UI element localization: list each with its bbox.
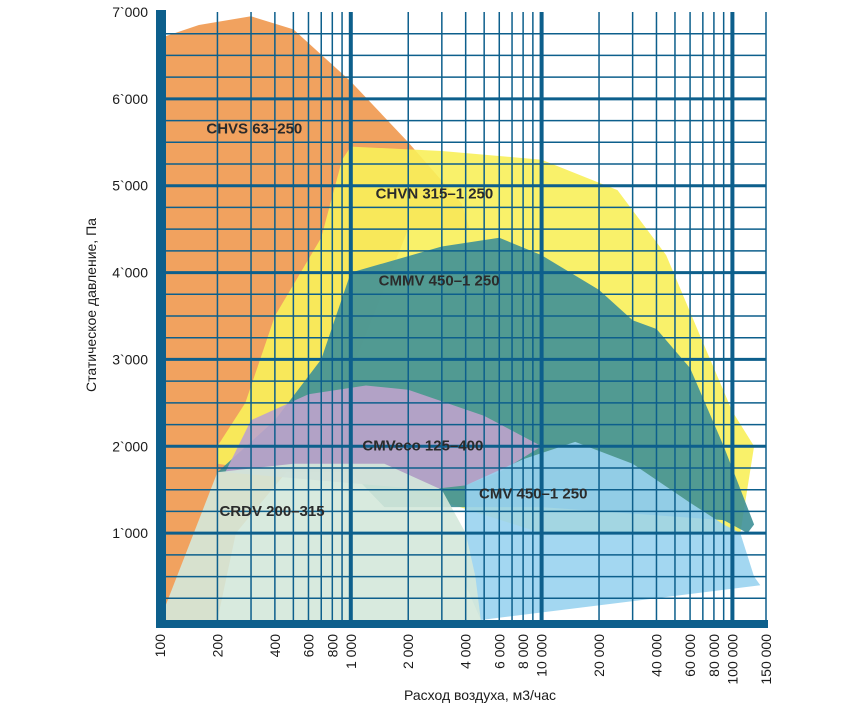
x-tick-label: 10 000 xyxy=(534,634,550,677)
y-tick-labels: 1`000 2`000 3`000 4`000 5`000 6`000 7`000 xyxy=(112,4,148,541)
series-label-4: CMV 450–1 250 xyxy=(479,485,587,502)
x-tick-label: 600 xyxy=(301,634,317,658)
chart-grid xyxy=(160,12,767,620)
chart-areas xyxy=(160,16,761,621)
x-tick-label: 60 000 xyxy=(682,634,698,677)
x-tick-label: 6 000 xyxy=(491,634,507,669)
y-axis-line xyxy=(156,10,166,626)
x-tick-label: 20 000 xyxy=(591,634,607,677)
x-tick-label: 150 000 xyxy=(758,634,774,685)
x-axis-line xyxy=(156,620,768,628)
x-tick-label: 1 000 xyxy=(343,634,359,669)
y-tick-label: 7`000 xyxy=(112,4,148,20)
series-labels: CHVS 63–250 CHVN 315–1 250 CMMV 450–1 250 C… xyxy=(206,121,587,520)
x-tick-label: 100 000 xyxy=(724,634,740,685)
y-tick-label: 4`000 xyxy=(112,265,148,281)
series-area-3 xyxy=(225,385,542,490)
x-tick-label: 200 xyxy=(209,634,225,658)
series-area-5 xyxy=(160,463,481,620)
series-area-4 xyxy=(465,441,761,620)
series-label-0: CHVS 63–250 xyxy=(206,121,302,138)
series-label-3: CMVeco 125–400 xyxy=(362,438,483,455)
x-tick-label: 800 xyxy=(324,634,340,658)
series-label-5: CRDV 200–315 xyxy=(219,503,324,520)
x-tick-label: 4 000 xyxy=(458,634,474,669)
x-tick-label: 40 000 xyxy=(649,634,665,677)
y-tick-label: 5`000 xyxy=(112,178,148,194)
series-label-2: CMMV 450–1 250 xyxy=(379,273,500,290)
x-tick-label: 400 xyxy=(267,634,283,658)
y-tick-label: 3`000 xyxy=(112,351,148,367)
x-tick-label: 8 000 xyxy=(515,634,531,669)
x-tick-label: 80 000 xyxy=(706,634,722,677)
series-label-1: CHVN 315–1 250 xyxy=(376,186,494,203)
x-tick-label: 100 xyxy=(152,634,168,658)
chart-axes xyxy=(156,10,768,628)
y-tick-label: 2`000 xyxy=(112,438,148,454)
x-tick-label: 2 000 xyxy=(400,634,416,669)
y-axis-title: Статическое давление, Па xyxy=(83,218,99,392)
x-tick-labels: 100 200 400 600 800 1 000 2 000 4 000 6 000 8 000… xyxy=(152,634,774,685)
y-tick-label: 1`000 xyxy=(112,525,148,541)
y-tick-label: 6`000 xyxy=(112,91,148,107)
x-axis-title: Расход воздуха, м3/час xyxy=(404,687,556,703)
